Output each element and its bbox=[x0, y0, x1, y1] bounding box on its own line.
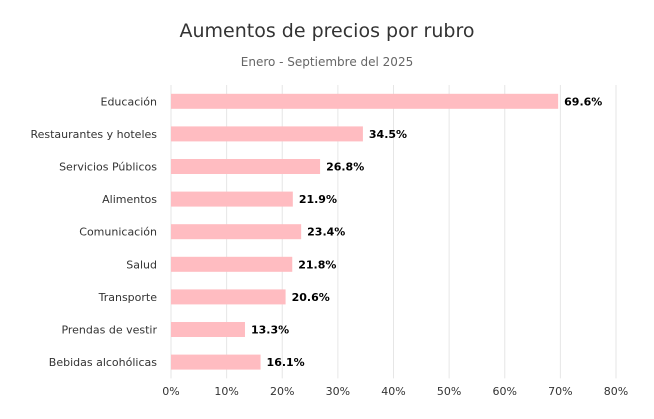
bar bbox=[171, 256, 293, 272]
category-labels: Educación Restaurantes y hoteles Servicios… bbox=[30, 95, 157, 369]
data-label: 21.9% bbox=[299, 193, 337, 206]
x-tick-label: 10% bbox=[214, 385, 238, 398]
category-label: Transporte bbox=[98, 291, 158, 304]
x-tick-label: 60% bbox=[493, 385, 517, 398]
bar bbox=[171, 224, 302, 240]
chart-subtitle: Enero - Septiembre del 2025 bbox=[240, 55, 414, 69]
data-label: 21.8% bbox=[298, 258, 336, 271]
category-label: Restaurantes y hoteles bbox=[30, 128, 157, 141]
category-label: Salud bbox=[126, 258, 157, 271]
bar bbox=[171, 93, 559, 109]
data-label: 23.4% bbox=[307, 226, 345, 239]
x-tick-label: 80% bbox=[604, 385, 628, 398]
data-label: 20.6% bbox=[292, 291, 330, 304]
x-tick-label: 50% bbox=[437, 385, 461, 398]
category-label: Educación bbox=[101, 95, 158, 108]
x-tick-label: 20% bbox=[270, 385, 294, 398]
bars bbox=[171, 93, 559, 370]
bar bbox=[171, 191, 293, 207]
data-label: 26.8% bbox=[326, 161, 364, 174]
category-label: Bebidas alcohólicas bbox=[49, 356, 157, 369]
x-axis-ticks: 0% 10% 20% 30% 40% 50% 60% 70% 80% bbox=[162, 385, 628, 398]
x-tick-label: 30% bbox=[326, 385, 350, 398]
bar bbox=[171, 126, 363, 142]
x-tick-label: 70% bbox=[548, 385, 572, 398]
bar bbox=[171, 322, 245, 337]
category-label: Prendas de vestir bbox=[61, 324, 157, 337]
category-label: Comunicación bbox=[79, 226, 157, 239]
category-label: Servicios Públicos bbox=[59, 161, 157, 174]
category-label: Alimentos bbox=[102, 193, 157, 206]
data-label: 13.3% bbox=[251, 324, 289, 337]
bar bbox=[171, 289, 286, 305]
x-tick-label: 40% bbox=[381, 385, 405, 398]
bar bbox=[171, 159, 321, 174]
data-label: 69.6% bbox=[564, 95, 602, 108]
data-label: 16.1% bbox=[267, 356, 305, 369]
data-labels: 69.6% 34.5% 26.8% 21.9% 23.4% 21.8% 20.6% 13.3%… bbox=[251, 95, 602, 369]
chart-title: Aumentos de precios por rubro bbox=[179, 20, 475, 42]
data-label: 34.5% bbox=[369, 128, 407, 141]
x-tick-label: 0% bbox=[162, 385, 179, 398]
bar bbox=[171, 354, 261, 370]
